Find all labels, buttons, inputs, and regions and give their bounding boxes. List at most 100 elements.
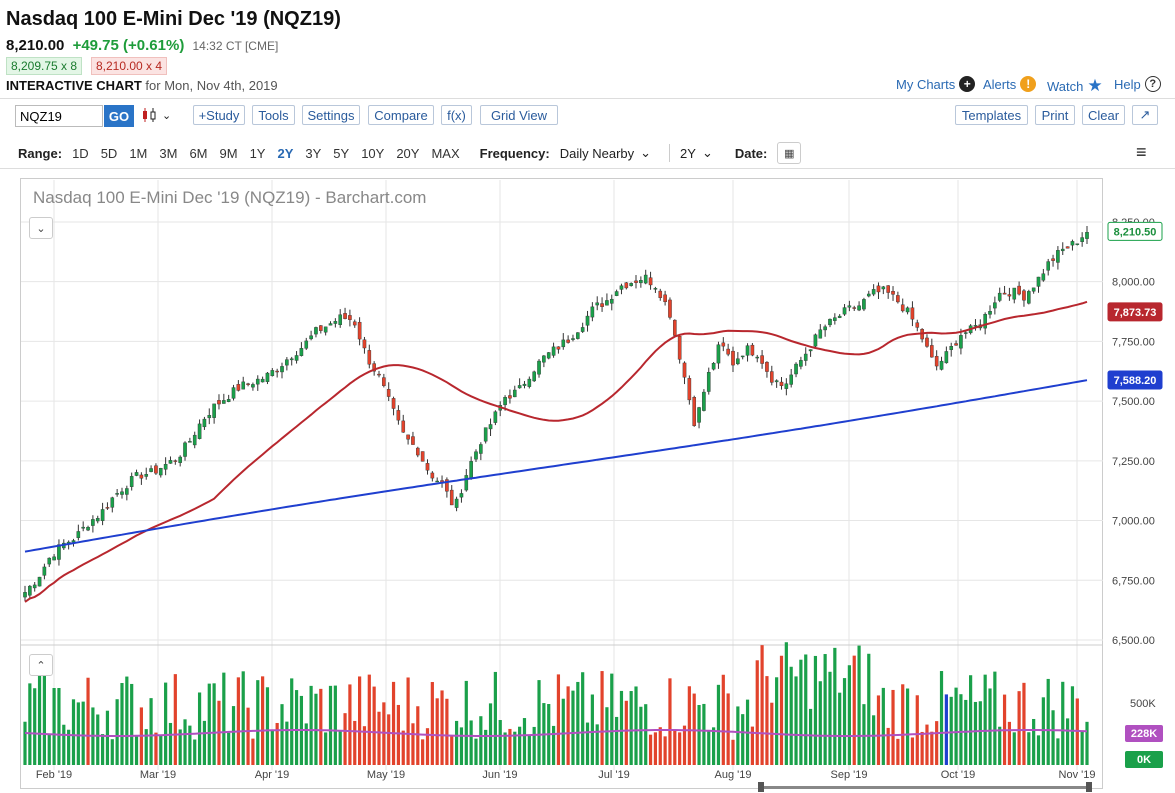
volume-bar [435, 698, 439, 765]
candle-body [1085, 232, 1089, 239]
volume-bar [712, 727, 716, 765]
range-9m[interactable]: 9M [219, 145, 238, 161]
candle-body [163, 464, 168, 470]
candle-body [959, 335, 963, 349]
range-max[interactable]: MAX [431, 145, 460, 161]
volume-bar [105, 710, 110, 765]
alerts-link[interactable]: Alerts ! [983, 76, 1037, 92]
calendar-icon[interactable]: ▦ [777, 142, 802, 164]
candle-body [454, 498, 459, 508]
volume-bar [988, 688, 992, 765]
clear-button[interactable]: Clear [1082, 105, 1125, 125]
candle-body [837, 315, 842, 318]
candle-body [619, 285, 624, 290]
range-10y[interactable]: 10Y [361, 145, 385, 161]
volume-bar [910, 737, 915, 765]
candle-body [81, 526, 85, 529]
expand-chevron-icon[interactable]: ⌃ [29, 654, 53, 676]
period-select[interactable]: 2Y [680, 145, 696, 161]
candle-body [576, 332, 580, 339]
range-3y[interactable]: 3Y [305, 145, 322, 161]
candle-body [634, 280, 638, 283]
expand-button[interactable]: ↗ [1132, 105, 1158, 125]
candle-body [876, 285, 881, 293]
page-title: Nasdaq 100 E-Mini Dec '19 (NQZ19) [6, 8, 341, 30]
range-2y[interactable]: 2Y [277, 145, 294, 161]
go-button[interactable]: GO [104, 105, 134, 127]
grid-view-button[interactable]: Grid View [480, 105, 558, 125]
chevron-down-icon[interactable]: ⌄ [701, 145, 713, 160]
candle-body [580, 327, 585, 332]
volume-bar [639, 706, 643, 765]
y-tick-label: 7,250.00 [1112, 456, 1155, 468]
range-5d[interactable]: 5D [100, 145, 118, 161]
range-6m[interactable]: 6M [189, 145, 208, 161]
volume-bar [343, 713, 347, 765]
candle-body [566, 339, 570, 343]
candle-body [842, 307, 847, 315]
candle-body [862, 299, 866, 310]
candle-body [915, 322, 920, 328]
x-tick-label: Jun '19 [482, 769, 517, 781]
range-1y[interactable]: 1Y [249, 145, 266, 161]
settings-button[interactable]: Settings [302, 105, 360, 125]
volume-bar [1027, 732, 1031, 765]
volume-bar [629, 691, 633, 765]
range-5y[interactable]: 5Y [333, 145, 350, 161]
tools-button[interactable]: Tools [252, 105, 295, 125]
frequency-select[interactable]: Daily Nearby [559, 145, 635, 161]
compare-button[interactable]: Compare [368, 105, 434, 125]
my-charts-link[interactable]: My Charts + [896, 76, 976, 92]
volume-bar [736, 706, 740, 765]
candle-body [265, 372, 270, 382]
range-1m[interactable]: 1M [129, 145, 148, 161]
volume-bar [164, 682, 168, 765]
chart-type-dropdown[interactable]: ⌄ [140, 106, 171, 124]
volume-bar [716, 684, 721, 765]
symbol-input[interactable] [15, 105, 103, 127]
watch-link[interactable]: Watch ★ [1047, 76, 1103, 96]
candle-body [881, 286, 886, 290]
volume-bar [673, 730, 677, 765]
candle-body [702, 391, 706, 411]
chevron-down-icon[interactable]: ⌄ [640, 145, 652, 160]
candle-body [251, 384, 255, 388]
range-20y[interactable]: 20Y [396, 145, 420, 161]
study-button[interactable]: +Study [193, 105, 245, 125]
volume-bar [532, 726, 536, 765]
candle-body [993, 302, 997, 309]
volume-bar [479, 716, 483, 765]
candle-body [343, 313, 347, 319]
volume-bar [1032, 718, 1036, 765]
candle-body [643, 274, 648, 284]
volume-bar [52, 688, 56, 765]
candle-body [542, 355, 546, 363]
volume-bar [134, 735, 139, 765]
help-link[interactable]: Help ? [1114, 76, 1161, 92]
print-button[interactable]: Print [1035, 105, 1075, 125]
volume-bar [37, 675, 42, 765]
range-3m[interactable]: 3M [159, 145, 178, 161]
candle-body [784, 383, 789, 389]
volume-bar [168, 722, 173, 765]
candle-body [352, 321, 357, 326]
chart-date-line: INTERACTIVE CHART for Mon, Nov 4th, 2019 [6, 78, 278, 93]
volume-bar [973, 701, 978, 765]
volume-bar [518, 726, 522, 765]
candle-body [449, 489, 454, 506]
volume-bar [503, 732, 507, 765]
volume-bar [905, 688, 910, 765]
candle-body [212, 403, 216, 418]
volume-bar [241, 671, 245, 765]
volume-bar [110, 739, 114, 765]
collapse-chevron-icon[interactable]: ⌄ [29, 217, 53, 239]
templates-button[interactable]: Templates [955, 105, 1028, 125]
fx-button[interactable]: f(x) [441, 105, 472, 125]
candle-body [386, 389, 391, 397]
ma50-label-box [1107, 302, 1163, 322]
menu-icon[interactable]: ≡ [1136, 142, 1147, 162]
candle-body [711, 362, 716, 370]
candle-body [605, 300, 609, 306]
range-1d[interactable]: 1D [72, 145, 89, 161]
